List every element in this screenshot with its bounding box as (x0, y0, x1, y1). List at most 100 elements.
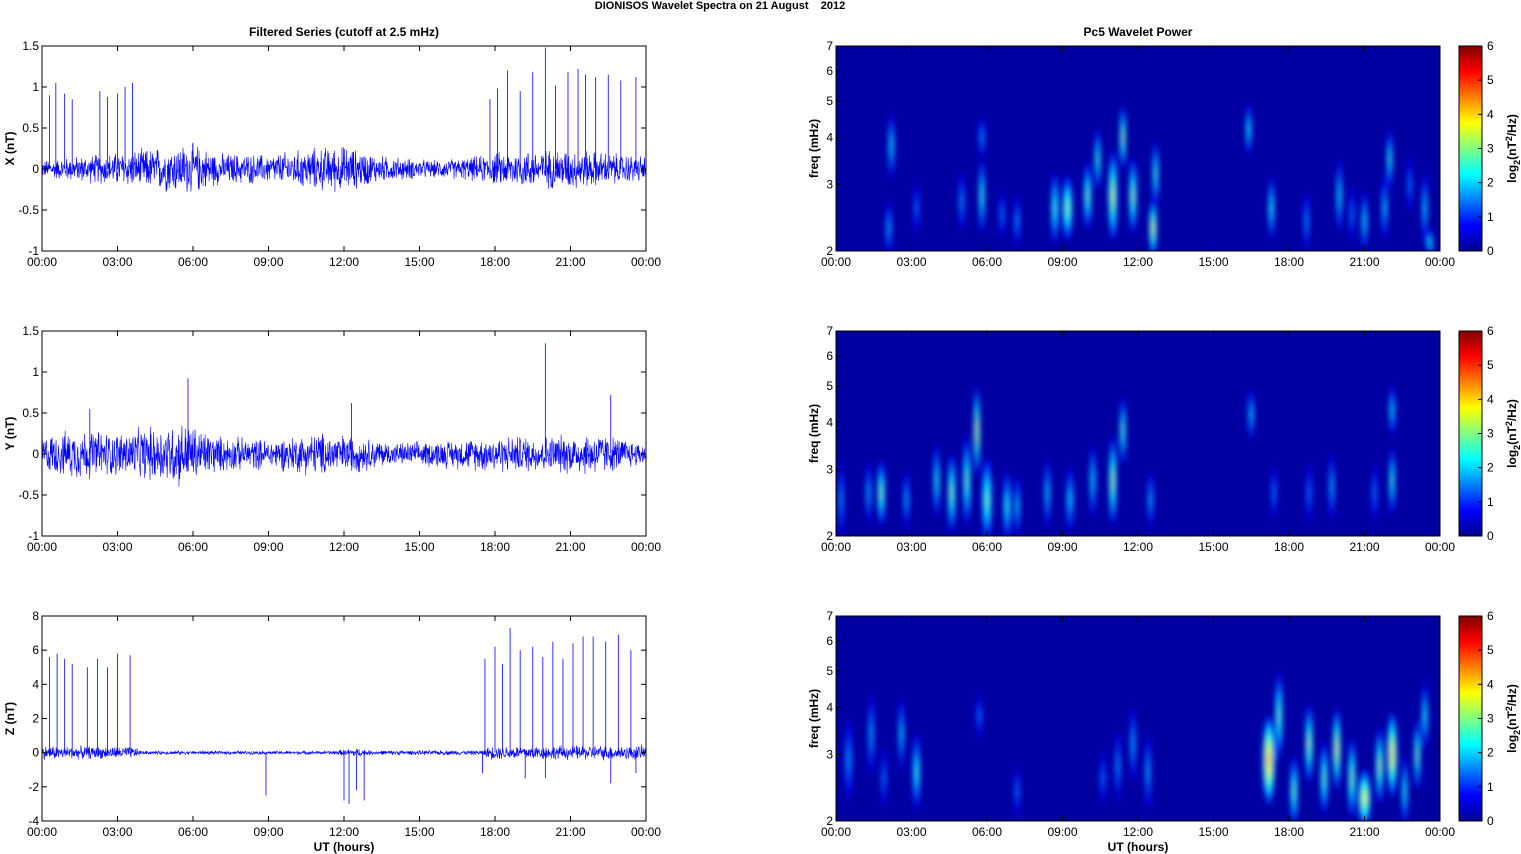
panel-title: Pc5 Wavelet Power (1084, 25, 1193, 39)
power-blob (1363, 793, 1366, 803)
y-tick-label: 8 (32, 609, 39, 623)
figure-title: DIONISOS Wavelet Spectra on 21 August 20… (595, 0, 845, 12)
y-tick-label: 7 (826, 39, 833, 53)
x-tick-label: 00:00 (1425, 540, 1455, 554)
x-tick-label: 12:00 (1123, 825, 1153, 839)
power-blob (900, 727, 902, 741)
y-tick-label: -0.5 (18, 488, 39, 502)
power-blob (1278, 708, 1280, 724)
x-tick-label: 21:00 (555, 255, 585, 269)
colorbar-label: log2(nT2/Hz) (1504, 399, 1521, 468)
power-blob (1087, 190, 1089, 202)
series-line (41, 142, 647, 193)
colorbar-tick-label: 6 (1487, 609, 1494, 623)
colorbar-label-part: log (1505, 165, 1519, 183)
x-tick-label: 18:00 (480, 540, 510, 554)
colorbar-label-part: log (1505, 450, 1519, 468)
y-tick-label: 3 (826, 463, 833, 477)
colorbar-label: log2(nT2/Hz) (1504, 684, 1521, 753)
y-tick-label: 7 (826, 609, 833, 623)
y-tick-label: 3 (826, 748, 833, 762)
power-blob (951, 486, 953, 500)
x-axis: 00:00 03:00 06:00 09:00 12:00 15:00 18:00 21:00… (821, 46, 1455, 269)
x-axis: 00:00 03:00 06:00 09:00 12:00 15:00 18:00 21:00… (821, 331, 1455, 554)
x-tick-label: 00:00 (1425, 825, 1455, 839)
colorbar-label-part: (nT (1505, 711, 1519, 730)
power-blob (936, 474, 938, 488)
colorbar-label-part: /Hz) (1505, 684, 1519, 706)
x-tick-label: 21:00 (1349, 255, 1379, 269)
power-blob (1001, 209, 1003, 219)
x-tick-label: 03:00 (896, 825, 926, 839)
colorbar-tick-label: 1 (1487, 780, 1494, 794)
power-blob (1378, 759, 1381, 773)
power-blob (888, 223, 890, 233)
power-blob (1384, 202, 1386, 214)
x-tick-label: 12:00 (1123, 255, 1153, 269)
power-blob (1338, 189, 1340, 203)
y-tick-label: 4 (826, 131, 833, 145)
colorbar-label-part: 2 (1512, 445, 1521, 450)
power-blob (1336, 742, 1338, 757)
colorbar-tick-label: 0 (1487, 814, 1494, 828)
power-blob (1424, 201, 1426, 215)
x-tick-label: 00:00 (821, 825, 851, 839)
y-tick-label: 2 (826, 244, 833, 258)
colorbar-label-part: 2 (1512, 160, 1521, 165)
x-tick-label: 00:00 (631, 540, 661, 554)
x-tick-label: 06:00 (178, 540, 208, 554)
power-blob (1132, 737, 1134, 751)
colorbar-tick-label: 6 (1487, 39, 1494, 53)
y-tick-label: 2 (826, 529, 833, 543)
y-tick-label: 0 (32, 746, 39, 760)
colorbar-label-part: 2 (1504, 706, 1514, 711)
power-blob (978, 711, 980, 721)
colorbar-tick-label: 3 (1487, 427, 1494, 441)
power-blob (1147, 765, 1149, 779)
power-blob (1270, 202, 1272, 214)
heatmap-blob-layer (885, 102, 1433, 251)
power-blob (915, 765, 918, 779)
power-blob (1374, 487, 1376, 499)
x-tick-label: 00:00 (631, 825, 661, 839)
power-blob (1155, 168, 1157, 180)
y-tick-label: -0.5 (18, 203, 39, 217)
power-blob (1006, 500, 1008, 513)
power-blob (1152, 223, 1154, 233)
power-blob (1308, 737, 1310, 751)
y-tick-label: -4 (28, 814, 39, 828)
timeseries-panel: 1.5 1 0.5 0 -0.5 -1 Y (nT) (3, 324, 647, 543)
power-blob (1404, 785, 1406, 798)
power-blob (1097, 154, 1099, 165)
power-blob (1122, 425, 1124, 437)
timeseries-panel: 8 6 4 2 0 -2 -4 Z (nT) UT (hours) (3, 609, 647, 854)
y-tick-label: 5 (826, 664, 833, 678)
x-tick-label: 15:00 (1198, 255, 1228, 269)
colorbar-tick-label: 5 (1487, 643, 1494, 657)
colorbar-tick-label: 5 (1487, 73, 1494, 87)
x-tick-label: 03:00 (102, 825, 132, 839)
power-blob (1391, 475, 1393, 487)
colorbar-tick-label: 2 (1487, 746, 1494, 760)
power-blob (1424, 710, 1426, 722)
x-tick-label: 18:00 (1274, 540, 1304, 554)
power-blob (1363, 215, 1366, 227)
y-tick-label: 3 (826, 178, 833, 192)
power-blob (1267, 752, 1270, 768)
colorbar-tick-label: 1 (1487, 210, 1494, 224)
x-tick-label: 00:00 (27, 540, 57, 554)
y-tick-label: 1.5 (22, 324, 39, 338)
x-tick-label: 15:00 (404, 825, 434, 839)
x-tick-label: 18:00 (1274, 255, 1304, 269)
y-tick-label: 5 (826, 379, 833, 393)
plot-area (42, 331, 646, 536)
x-tick-label: 12:00 (1123, 540, 1153, 554)
x-axis-label: UT (hours) (1108, 840, 1169, 854)
power-blob (1391, 406, 1393, 416)
y-tick-label: 0.5 (22, 406, 39, 420)
power-blob (1248, 125, 1250, 135)
x-tick-label: 00:00 (821, 255, 851, 269)
x-tick-label: 00:00 (821, 540, 851, 554)
